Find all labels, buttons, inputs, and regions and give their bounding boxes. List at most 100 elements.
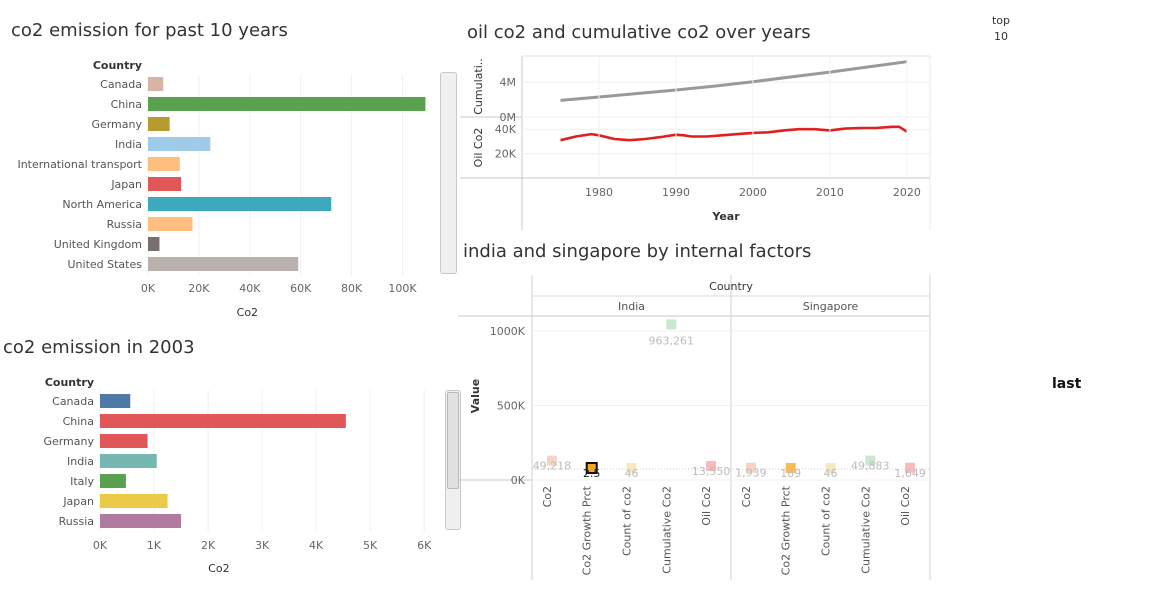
category-label: International transport	[17, 158, 142, 171]
data-label: 46	[824, 467, 838, 480]
x-tick-label: 1980	[585, 186, 613, 199]
category-label: United Kingdom	[54, 238, 142, 251]
data-point	[666, 319, 677, 330]
bar-chart-2003: Country 0K 1K 2K 3K 4K 5K 6K Co2 Canada China Germa…	[43, 376, 432, 575]
measure-label: Cumulative Co2	[660, 486, 673, 574]
measure-label: Count of co2	[820, 486, 833, 556]
last-label: last	[1052, 376, 1082, 392]
category-label: Germany	[43, 435, 94, 448]
data-label: 1,939	[735, 467, 767, 480]
data-label: 49,218	[533, 460, 572, 473]
measure-label: Co2	[541, 486, 554, 507]
bar	[100, 474, 126, 488]
x-tick-label: 4K	[309, 539, 324, 552]
dim-header: Country	[45, 376, 94, 389]
x-tick-label: 6K	[417, 539, 432, 552]
line-chart-oil: Cumulati.. 4M 0M Oil Co2 40K 20K 1980 1990 2000 2…	[460, 55, 931, 230]
measure-label: Co2	[740, 486, 753, 507]
x-axis-title: Co2	[237, 306, 258, 319]
bar	[148, 177, 182, 191]
data-label: 46	[625, 467, 639, 480]
x-tick-label: 40K	[239, 282, 261, 295]
measure-label: Co2 Growth Prct	[780, 485, 793, 575]
series-line	[560, 60, 908, 102]
category-label: Canada	[52, 395, 94, 408]
measure-label: Oil Co2	[899, 486, 912, 526]
x-tick-label: 5K	[363, 539, 378, 552]
category-label: North America	[62, 198, 142, 211]
category-label: Germany	[91, 118, 142, 131]
category-label: Russia	[107, 218, 142, 231]
measure-label: Co2 Growth Prct	[581, 485, 594, 575]
measure-label: Oil Co2	[700, 486, 713, 526]
dim-header: Country	[93, 59, 142, 72]
pane-header: Singapore	[803, 300, 859, 313]
bar	[148, 77, 164, 91]
bar	[148, 237, 160, 251]
x-tick-label: 1K	[147, 539, 162, 552]
bar	[148, 217, 193, 231]
pane-header: India	[618, 300, 645, 313]
data-point	[905, 462, 916, 473]
x-tick-label: 20K	[188, 282, 210, 295]
bar	[100, 394, 131, 408]
bar	[100, 494, 168, 508]
chart-title-oil: oil co2 and cumulative co2 over years	[467, 22, 811, 43]
bar	[100, 514, 182, 528]
x-axis-title: Co2	[208, 562, 229, 575]
data-label: 13,550	[692, 465, 731, 478]
x-tick-label: 2020	[893, 186, 921, 199]
category-label: India	[67, 455, 94, 468]
x-tick-label: 80K	[341, 282, 363, 295]
x-tick-label: 0K	[93, 539, 108, 552]
top-filter-value[interactable]: 10	[994, 30, 1008, 43]
category-label: United States	[68, 258, 143, 271]
bar	[148, 157, 180, 171]
chart-title-past10: co2 emission for past 10 years	[11, 20, 288, 41]
top-filter[interactable]: top 10	[990, 14, 1012, 43]
bar	[100, 414, 346, 428]
y-tick-label: 20K	[495, 148, 517, 161]
data-point	[745, 462, 756, 473]
x-tick-label: 2000	[739, 186, 767, 199]
bar	[100, 434, 148, 448]
x-tick-label: 2010	[816, 186, 844, 199]
category-label: Russia	[59, 515, 94, 528]
data-point	[585, 461, 598, 474]
measure-label: Cumulative Co2	[859, 486, 872, 574]
bar	[148, 117, 170, 131]
bar-chart-past10: Country 0K 20K 40K 60K 80K 100K Co2 Canada China G…	[17, 59, 426, 319]
top-filter-label: top	[991, 14, 1011, 27]
y-axis-title: Value	[469, 379, 482, 413]
data-point	[825, 462, 836, 473]
data-label: 963,261	[649, 334, 695, 347]
bar	[148, 137, 211, 151]
x-tick-label: 2K	[201, 539, 216, 552]
x-tick-label: 0K	[141, 282, 156, 295]
y-tick-label: 1000K	[490, 325, 526, 338]
chart-title-factors: india and singapore by internal factors	[463, 241, 812, 262]
y-axis-title: Oil Co2	[472, 128, 485, 168]
series-line	[560, 125, 908, 142]
x-axis-title: Year	[711, 210, 740, 223]
data-label: 2.5	[583, 467, 601, 480]
category-label: Canada	[100, 78, 142, 91]
scrollbar-2003[interactable]	[445, 390, 461, 530]
y-tick-label: 0M	[500, 111, 517, 124]
bar	[100, 454, 157, 468]
category-label: Japan	[110, 178, 142, 191]
x-tick-label: 100K	[388, 282, 417, 295]
y-tick-label: 500K	[497, 399, 526, 412]
y-tick-label: 0K	[511, 474, 526, 487]
scrollbar-thumb-2003[interactable]	[447, 392, 459, 489]
x-tick-label: 3K	[255, 539, 270, 552]
x-tick-label: 60K	[290, 282, 312, 295]
data-point	[546, 455, 557, 466]
category-label: China	[63, 415, 94, 428]
bar	[148, 197, 332, 211]
chart-title-2003: co2 emission in 2003	[3, 337, 195, 358]
scrollbar-past10[interactable]	[440, 72, 457, 274]
y-tick-label: 4M	[500, 76, 517, 89]
bar	[148, 97, 426, 111]
